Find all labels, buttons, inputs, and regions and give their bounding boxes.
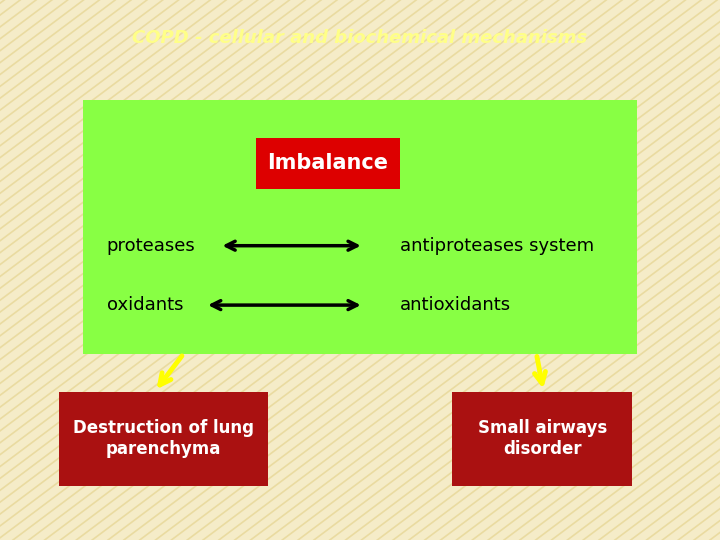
Text: Destruction of lung
parenchyma: Destruction of lung parenchyma	[73, 420, 254, 458]
Text: antioxidants: antioxidants	[400, 296, 510, 314]
Text: proteases: proteases	[107, 237, 195, 255]
Bar	[59, 392, 268, 486]
Text: antiproteases system: antiproteases system	[400, 237, 594, 255]
Text: Small airways
disorder: Small airways disorder	[477, 420, 607, 458]
Bar	[452, 392, 632, 486]
Text: Imbalance: Imbalance	[267, 153, 388, 173]
Text: oxidants: oxidants	[107, 296, 183, 314]
Bar	[83, 100, 637, 354]
Bar	[256, 138, 400, 189]
Text: COPD - cellular and biochemical mechanisms: COPD - cellular and biochemical mechanis…	[132, 29, 588, 47]
